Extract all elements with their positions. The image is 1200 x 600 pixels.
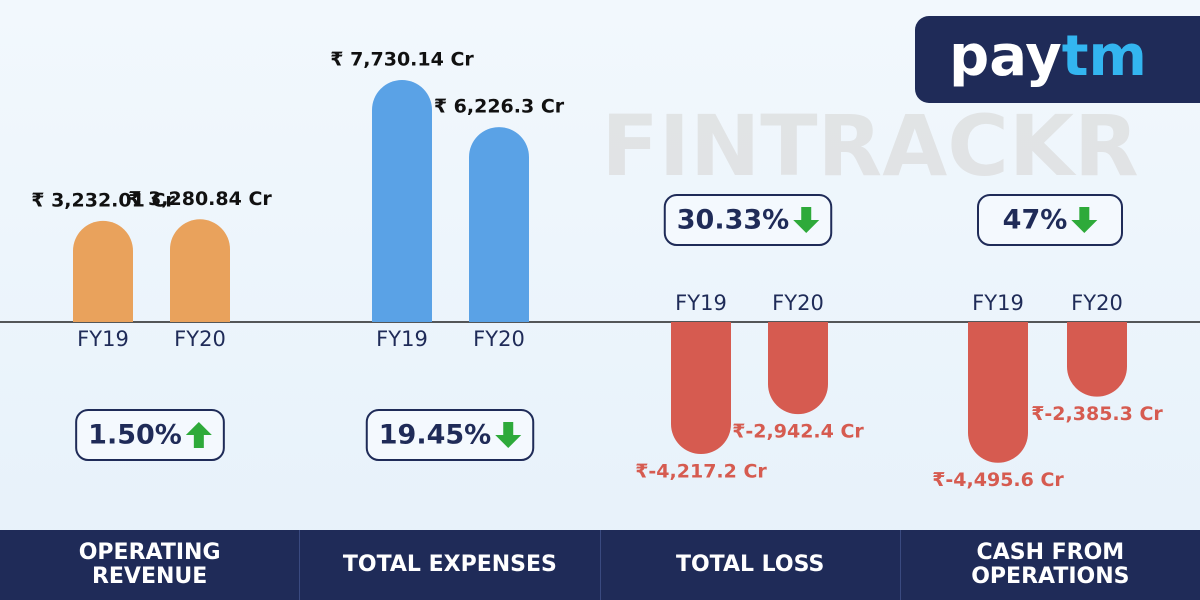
value-label: ₹ 3,232.01 Cr [31,189,175,211]
arrow-up [185,422,212,448]
bar [170,219,231,322]
category-label: FY19 [675,291,727,315]
value-label: ₹-2,385.3 Cr [1031,403,1163,425]
section-title: OPERATING REVENUE [78,540,221,589]
arrow-down [495,422,522,448]
change-badge [75,409,225,461]
category-label: FY19 [376,327,428,351]
arrow-down [1071,207,1098,233]
change-label: 19.45% [379,420,491,451]
bar [768,322,828,415]
watermark: FINTRACKR [601,97,1138,195]
section: OPERATING REVENUE [0,530,299,600]
value-label: ₹-4,495.6 Cr [932,469,1064,491]
bar [1067,322,1127,397]
arrow-down [793,207,820,233]
change-badge [365,409,535,461]
category-label: FY19 [77,327,129,351]
category-label: FY20 [473,327,525,351]
section: CASH FROM OPERATIONS [899,530,1200,600]
value-label: ₹-4,217.2 Cr [635,461,767,483]
bar [73,220,133,322]
logo: paytm [949,24,1147,89]
value-label: ₹-2,942.4 Cr [732,421,864,443]
section: TOTAL LOSS [599,530,900,600]
section: TOTAL EXPENSES [299,530,599,600]
change-badge [663,194,833,246]
category-label: FY20 [174,327,226,351]
value-label: ₹ 7,730.14 Cr [330,49,474,71]
section-title: TOTAL LOSS [675,552,825,577]
category-label: FY19 [972,291,1024,315]
chart: FINTRACKR paytm FY19 ₹ 3,232.01 Cr FY20 ₹ 3… [0,16,1200,491]
category-label: FY20 [1071,291,1123,315]
change-label: 47% [1003,205,1068,236]
change-label: 1.50% [88,420,182,451]
footer: OPERATING REVENUE TOTAL EXPENSES TOTAL LOS… [0,530,1200,600]
bar [671,322,731,455]
bar [469,127,529,322]
logo-box [915,16,1200,103]
logo-part: pay [949,24,1062,89]
bar [968,322,1028,463]
value-label: ₹ 3,280.84 Cr [128,188,272,210]
section-title: TOTAL EXPENSES [342,552,557,577]
category-label: FY20 [772,291,824,315]
value-label: ₹ 6,226.3 Cr [434,96,565,118]
change-label: 30.33% [677,205,789,236]
logo-part: tm [1062,24,1147,89]
bar [372,80,432,322]
section-title: CASH FROM OPERATIONS [971,540,1130,589]
